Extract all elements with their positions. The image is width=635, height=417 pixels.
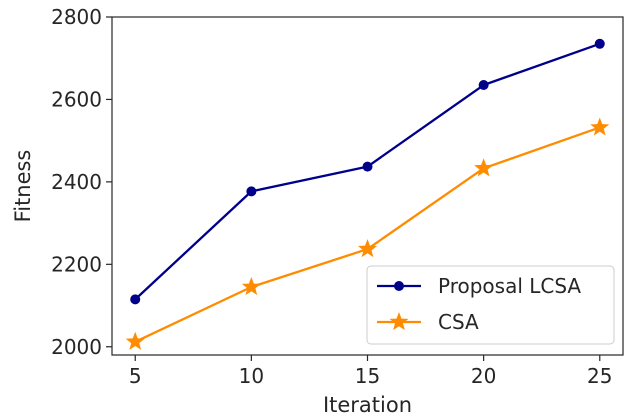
data-point-circle: [594, 38, 605, 49]
data-point-circle: [362, 161, 373, 172]
legend-box: [366, 265, 615, 345]
series-layer: [125, 38, 610, 350]
y-tick-label: 2600: [51, 87, 102, 111]
legend-label: CSA: [438, 310, 479, 334]
x-tick-label: 10: [239, 364, 264, 388]
x-tick-label: 15: [355, 364, 380, 388]
data-point-circle: [130, 294, 141, 305]
series-csa: [125, 117, 610, 350]
x-tick-label: 20: [471, 364, 496, 388]
y-axis: 2000 2200 2400 2600 2800: [51, 5, 112, 359]
y-tick-label: 2000: [51, 335, 102, 359]
y-tick-label: 2200: [51, 252, 102, 276]
legend-entry: CSA: [377, 310, 479, 334]
series-proposal-lcsa: [130, 38, 605, 305]
data-point-circle: [478, 80, 489, 91]
x-axis: 5 10 15 20 25: [129, 355, 612, 388]
data-point-circle: [246, 186, 257, 197]
data-point-star: [590, 117, 610, 136]
legend-circle-marker: [394, 281, 404, 291]
y-tick-label: 2400: [51, 170, 102, 194]
data-point-star: [125, 331, 145, 350]
data-point-star: [241, 276, 261, 296]
data-point-star: [357, 239, 378, 258]
x-tick-label: 25: [587, 364, 612, 388]
y-tick-label: 2800: [51, 5, 102, 29]
legend: Proposal LCSA CSA: [366, 265, 615, 345]
data-point-star: [474, 158, 494, 177]
x-tick-label: 5: [129, 364, 142, 388]
legend-label: Proposal LCSA: [438, 274, 581, 298]
legend-star-marker: [389, 312, 409, 331]
y-axis-title: Fitness: [11, 150, 35, 223]
x-axis-title: Iteration: [323, 393, 412, 417]
legend-entry: Proposal LCSA: [377, 274, 581, 298]
